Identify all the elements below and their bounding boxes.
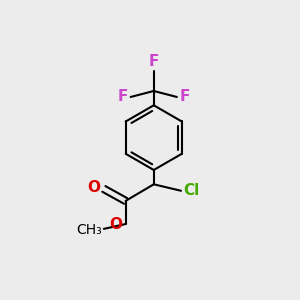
Text: O: O [109,217,122,232]
Text: F: F [118,89,128,104]
Text: Cl: Cl [183,183,200,198]
Text: O: O [87,180,101,195]
Text: CH₃: CH₃ [76,223,101,237]
Text: F: F [179,89,190,104]
Text: F: F [148,54,159,69]
